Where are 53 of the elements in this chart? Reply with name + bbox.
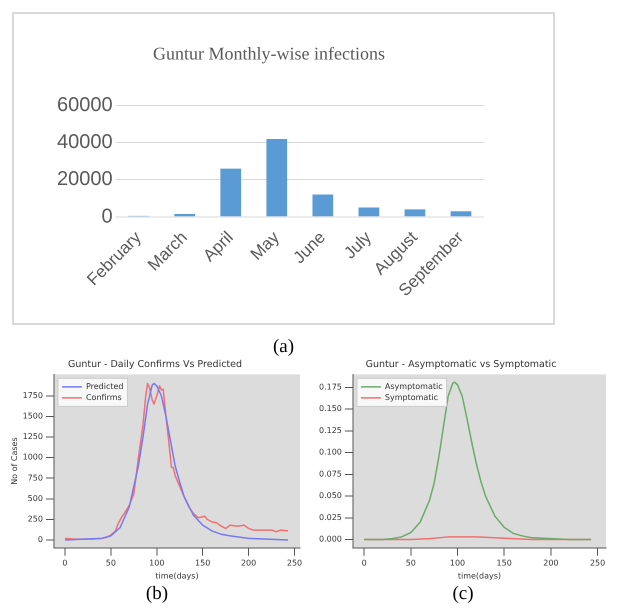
text: (b) <box>144 583 170 605</box>
y-tick-label: 0.025 <box>318 512 342 522</box>
x-tick-label: 250 <box>590 558 606 568</box>
x-axis-title: time(days) <box>458 571 502 580</box>
x-tick-label: 150 <box>195 558 210 568</box>
y-tick-label: 500 <box>28 494 43 503</box>
chart-title: Guntur - Asymptomatic vs Symptomatic <box>366 359 556 370</box>
x-tick-label: 200 <box>240 558 256 568</box>
bar <box>358 208 380 216</box>
y-tick-label: 40000 <box>56 131 113 154</box>
bar <box>404 209 426 216</box>
legend-label: Asymptomatic <box>384 382 443 391</box>
y-tick-label: 20000 <box>56 168 113 190</box>
y-tick-label: 0.150 <box>318 404 342 414</box>
y-tick-label: 60000 <box>56 94 113 116</box>
y-axis-title: No of Cases <box>10 437 19 485</box>
bar <box>220 168 242 216</box>
y-tick-label: 0.075 <box>318 469 342 478</box>
legend-label: Symptomatic <box>384 392 438 402</box>
y-tick-label: 0.000 <box>318 534 342 544</box>
y-tick-label: 1250 <box>22 432 43 442</box>
text: (c) <box>451 583 475 605</box>
y-tick-label: 1500 <box>22 411 43 420</box>
x-axis-title: time(days) <box>155 571 199 580</box>
x-tick-label: 50 <box>106 558 116 568</box>
y-tick-label: 1750 <box>22 390 43 400</box>
y-tick-label: 0 <box>38 535 43 544</box>
bar <box>450 211 472 216</box>
y-tick-label: 0.175 <box>318 382 342 392</box>
y-tick-label: 1000 <box>22 452 43 462</box>
x-tick-label: July <box>340 227 376 263</box>
text: (a) <box>272 336 296 358</box>
x-tick-label: 100 <box>149 558 164 568</box>
legend-label: Predicted <box>86 382 124 391</box>
x-tick-label: 250 <box>286 558 302 568</box>
y-tick-label: 0.100 <box>318 448 342 457</box>
y-tick-label: 0 <box>101 205 113 228</box>
x-tick-label: 50 <box>406 558 416 568</box>
bar <box>312 194 334 216</box>
y-tick-label: 0.050 <box>318 491 342 500</box>
bar <box>266 138 288 216</box>
x-tick-label: 100 <box>450 558 466 568</box>
x-tick-label: 150 <box>496 558 512 568</box>
chart-title: Guntur Monthly-wise infections <box>153 44 385 64</box>
y-tick-label: 0.125 <box>318 426 342 435</box>
legend-label: Confirms <box>86 392 122 402</box>
y-tick-label: 250 <box>28 514 43 524</box>
x-tick-label: 0 <box>362 558 367 568</box>
y-tick-label: 750 <box>28 473 43 482</box>
x-tick-label: 200 <box>543 558 559 568</box>
x-tick-label: May <box>246 227 284 264</box>
chart-title: Guntur - Daily Confirms Vs Predicted <box>68 359 242 370</box>
bar <box>174 214 196 216</box>
